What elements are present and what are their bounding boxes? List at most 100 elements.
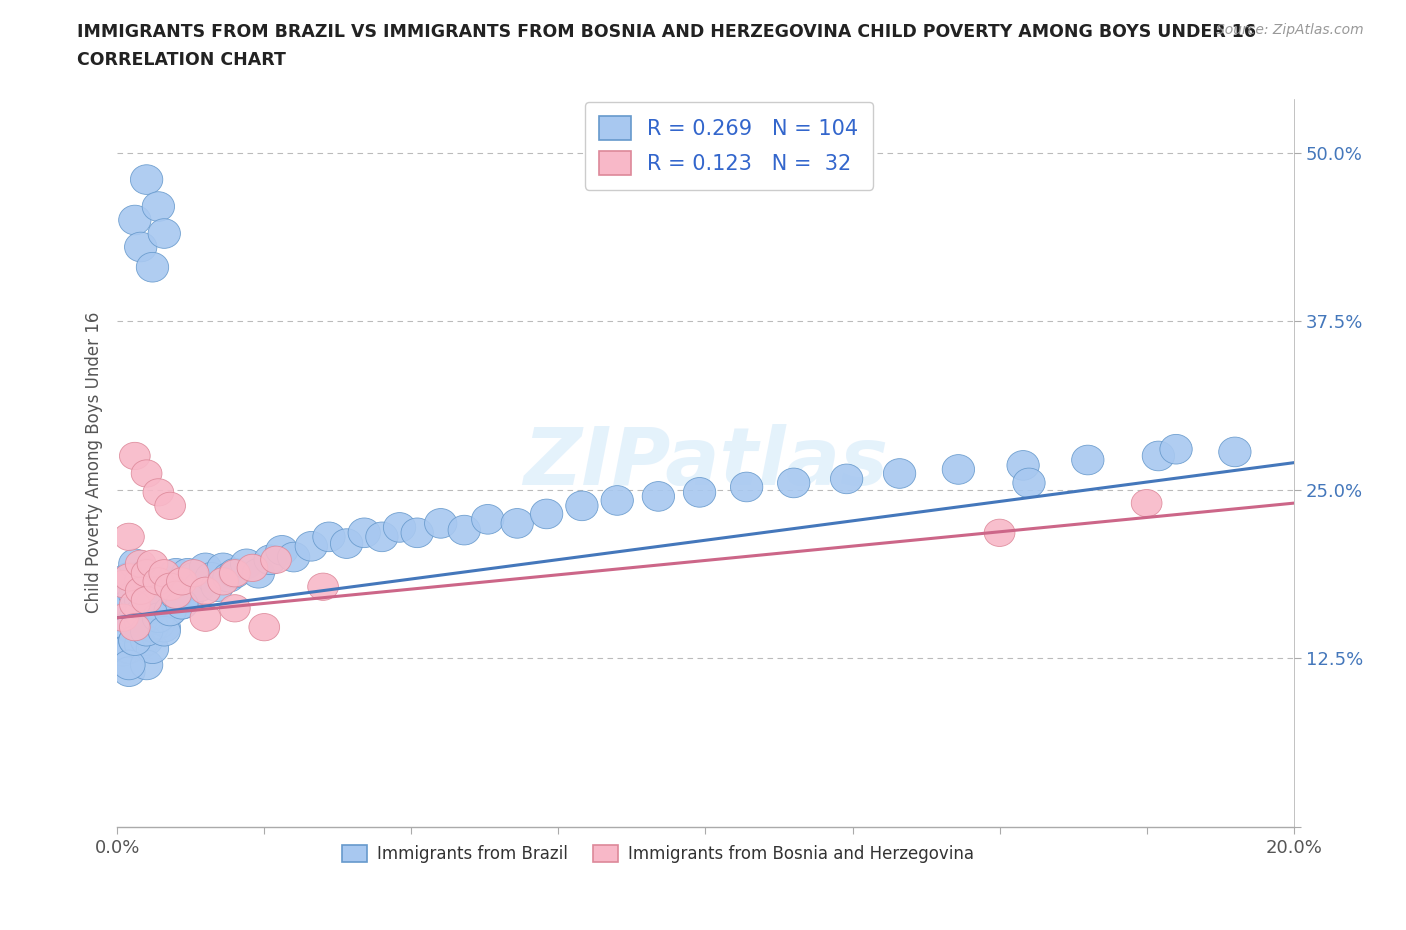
Ellipse shape: [142, 585, 174, 615]
Ellipse shape: [984, 519, 1015, 547]
Ellipse shape: [219, 558, 252, 588]
Text: Source: ZipAtlas.com: Source: ZipAtlas.com: [1216, 23, 1364, 37]
Text: CORRELATION CHART: CORRELATION CHART: [77, 51, 287, 69]
Ellipse shape: [118, 549, 150, 578]
Ellipse shape: [112, 650, 145, 680]
Ellipse shape: [142, 563, 174, 592]
Ellipse shape: [112, 657, 145, 686]
Ellipse shape: [112, 612, 145, 642]
Ellipse shape: [401, 518, 433, 548]
Ellipse shape: [114, 564, 145, 591]
Ellipse shape: [179, 560, 209, 587]
Ellipse shape: [942, 455, 974, 485]
Ellipse shape: [349, 518, 381, 548]
Ellipse shape: [166, 590, 198, 619]
Ellipse shape: [107, 603, 139, 632]
Ellipse shape: [277, 542, 309, 572]
Ellipse shape: [366, 522, 398, 551]
Ellipse shape: [471, 504, 503, 534]
Ellipse shape: [731, 472, 763, 502]
Ellipse shape: [118, 626, 150, 656]
Ellipse shape: [160, 580, 193, 610]
Ellipse shape: [683, 477, 716, 507]
Ellipse shape: [125, 630, 157, 659]
Ellipse shape: [107, 637, 139, 666]
Ellipse shape: [131, 558, 163, 588]
Ellipse shape: [131, 617, 163, 646]
Ellipse shape: [778, 468, 810, 498]
Ellipse shape: [1160, 434, 1192, 464]
Ellipse shape: [160, 558, 193, 588]
Ellipse shape: [600, 485, 633, 515]
Ellipse shape: [249, 614, 280, 641]
Ellipse shape: [125, 599, 157, 629]
Ellipse shape: [125, 566, 157, 596]
Ellipse shape: [148, 612, 180, 642]
Ellipse shape: [153, 596, 187, 626]
Ellipse shape: [643, 482, 675, 512]
Ellipse shape: [1132, 489, 1161, 517]
Ellipse shape: [118, 603, 150, 632]
Ellipse shape: [138, 551, 167, 578]
Ellipse shape: [136, 612, 169, 642]
Ellipse shape: [125, 551, 156, 578]
Ellipse shape: [1219, 437, 1251, 467]
Ellipse shape: [148, 219, 180, 248]
Ellipse shape: [219, 594, 250, 622]
Ellipse shape: [125, 578, 156, 604]
Ellipse shape: [125, 232, 157, 262]
Ellipse shape: [136, 572, 169, 602]
Ellipse shape: [131, 587, 162, 614]
Ellipse shape: [108, 604, 138, 631]
Ellipse shape: [108, 570, 138, 598]
Ellipse shape: [201, 572, 233, 602]
Ellipse shape: [153, 596, 187, 626]
Ellipse shape: [131, 583, 163, 612]
Ellipse shape: [425, 509, 457, 538]
Ellipse shape: [312, 522, 344, 551]
Ellipse shape: [142, 610, 174, 639]
Ellipse shape: [120, 614, 150, 641]
Ellipse shape: [384, 512, 416, 542]
Ellipse shape: [118, 626, 150, 656]
Ellipse shape: [136, 590, 169, 619]
Ellipse shape: [148, 590, 180, 619]
Ellipse shape: [125, 607, 157, 637]
Ellipse shape: [155, 492, 186, 520]
Ellipse shape: [166, 567, 197, 595]
Ellipse shape: [131, 165, 163, 194]
Ellipse shape: [142, 192, 174, 221]
Ellipse shape: [190, 553, 222, 583]
Ellipse shape: [112, 590, 145, 619]
Ellipse shape: [118, 206, 150, 235]
Ellipse shape: [501, 509, 533, 538]
Ellipse shape: [114, 524, 145, 551]
Ellipse shape: [1007, 450, 1039, 480]
Ellipse shape: [143, 479, 174, 506]
Ellipse shape: [166, 566, 198, 596]
Ellipse shape: [155, 573, 186, 601]
Ellipse shape: [148, 566, 180, 596]
Ellipse shape: [190, 604, 221, 631]
Ellipse shape: [242, 558, 274, 588]
Ellipse shape: [131, 626, 163, 656]
Ellipse shape: [254, 545, 287, 575]
Ellipse shape: [238, 554, 269, 581]
Ellipse shape: [172, 558, 204, 588]
Ellipse shape: [208, 567, 239, 595]
Ellipse shape: [266, 536, 298, 565]
Ellipse shape: [120, 591, 150, 618]
Ellipse shape: [883, 458, 915, 488]
Ellipse shape: [118, 580, 150, 610]
Ellipse shape: [207, 553, 239, 583]
Ellipse shape: [183, 572, 215, 602]
Ellipse shape: [131, 603, 163, 632]
Ellipse shape: [260, 546, 291, 574]
Ellipse shape: [142, 603, 174, 632]
Ellipse shape: [131, 650, 163, 680]
Ellipse shape: [160, 581, 191, 608]
Ellipse shape: [112, 563, 145, 592]
Ellipse shape: [136, 593, 169, 623]
Ellipse shape: [107, 576, 139, 605]
Ellipse shape: [149, 560, 180, 587]
